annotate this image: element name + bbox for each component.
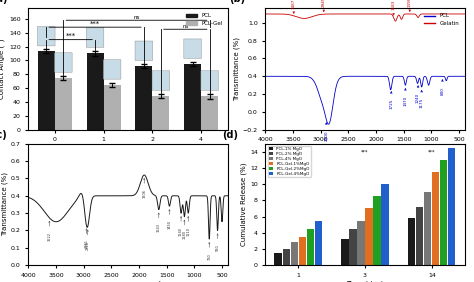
Text: 1643: 1643	[157, 213, 161, 232]
Text: 1683: 1683	[392, 0, 396, 15]
Bar	[38, 51, 55, 130]
Text: 1180: 1180	[182, 220, 186, 239]
Bar	[274, 253, 282, 265]
X-axis label: Wavenumber (Cm⁻¹): Wavenumber (Cm⁻¹)	[92, 281, 164, 282]
Text: 3622: 3622	[47, 221, 51, 241]
Text: 1240: 1240	[416, 86, 420, 103]
Bar	[374, 196, 381, 265]
FancyBboxPatch shape	[103, 60, 121, 79]
Text: 2951: 2951	[84, 229, 89, 248]
Text: 580: 580	[216, 234, 219, 251]
Text: 1240: 1240	[179, 217, 183, 236]
Bar	[307, 229, 314, 265]
X-axis label: MgO Concentration (wt.%): MgO Concentration (wt.%)	[82, 145, 174, 152]
X-axis label: Time (day): Time (day)	[346, 281, 384, 282]
FancyBboxPatch shape	[184, 39, 201, 58]
Y-axis label: Transmittance (%): Transmittance (%)	[1, 173, 8, 236]
Text: (a): (a)	[0, 0, 8, 5]
Bar	[135, 66, 152, 130]
Text: 800: 800	[440, 80, 445, 95]
FancyBboxPatch shape	[135, 41, 153, 60]
Bar	[432, 172, 439, 265]
Text: ***: ***	[428, 150, 436, 155]
Text: 1110: 1110	[186, 217, 190, 236]
Legend: PCL-1% MgO, PCL-2% MgO, PCL-4% MgO, PCL-Gel-1%MgO, PCL-Gel-2%MgO, PCL-Gel-4%MgO: PCL-1% MgO, PCL-2% MgO, PCL-4% MgO, PCL-…	[267, 146, 311, 177]
Bar	[184, 64, 201, 130]
Text: 1390: 1390	[408, 0, 412, 11]
Bar	[315, 221, 322, 265]
Y-axis label: Contact Angle (°): Contact Angle (°)	[0, 39, 6, 99]
Text: 1906: 1906	[142, 179, 146, 198]
Bar	[104, 85, 121, 130]
Bar	[201, 96, 218, 130]
FancyBboxPatch shape	[55, 53, 72, 72]
Text: 2900: 2900	[324, 123, 328, 140]
Legend: PCL, Gelatin: PCL, Gelatin	[422, 11, 462, 28]
Bar	[291, 243, 298, 265]
Bar	[55, 78, 72, 130]
Text: ***: ***	[361, 150, 369, 155]
Text: (d): (d)	[222, 130, 237, 140]
Text: ***: ***	[90, 21, 100, 27]
Y-axis label: Cumulative Release (%): Cumulative Release (%)	[241, 163, 247, 246]
Text: ns: ns	[133, 15, 140, 19]
Bar	[283, 249, 290, 265]
Text: 1470: 1470	[403, 89, 407, 106]
Text: 2928: 2928	[86, 230, 90, 250]
Bar	[382, 184, 389, 265]
Text: 730: 730	[207, 243, 211, 260]
Bar	[349, 229, 356, 265]
Bar	[424, 192, 431, 265]
Text: 3487: 3487	[292, 0, 296, 13]
FancyBboxPatch shape	[152, 71, 170, 90]
Bar	[152, 96, 169, 130]
Text: (c): (c)	[0, 130, 8, 140]
Bar	[440, 160, 447, 265]
Legend: PCL, PCL-Gel: PCL, PCL-Gel	[183, 11, 225, 28]
Text: 1725: 1725	[389, 92, 393, 109]
Text: 2945: 2945	[322, 0, 326, 12]
Text: (b): (b)	[229, 0, 246, 5]
Bar	[341, 239, 348, 265]
Text: 1175: 1175	[419, 91, 424, 108]
Bar	[408, 218, 415, 265]
Bar	[87, 54, 104, 130]
X-axis label: Wavenumber (Cm⁻¹): Wavenumber (Cm⁻¹)	[329, 145, 401, 153]
Text: ns: ns	[295, 150, 301, 155]
Bar	[448, 148, 456, 265]
Text: ns: ns	[182, 24, 189, 28]
Text: ***: ***	[65, 33, 76, 39]
FancyBboxPatch shape	[201, 71, 219, 90]
Bar	[416, 207, 423, 265]
Text: 1450: 1450	[167, 210, 172, 229]
Y-axis label: Transmittance (%): Transmittance (%)	[233, 37, 240, 101]
Bar	[299, 237, 306, 265]
Bar	[365, 208, 373, 265]
Bar	[357, 221, 365, 265]
FancyBboxPatch shape	[37, 27, 55, 46]
FancyBboxPatch shape	[86, 28, 104, 47]
